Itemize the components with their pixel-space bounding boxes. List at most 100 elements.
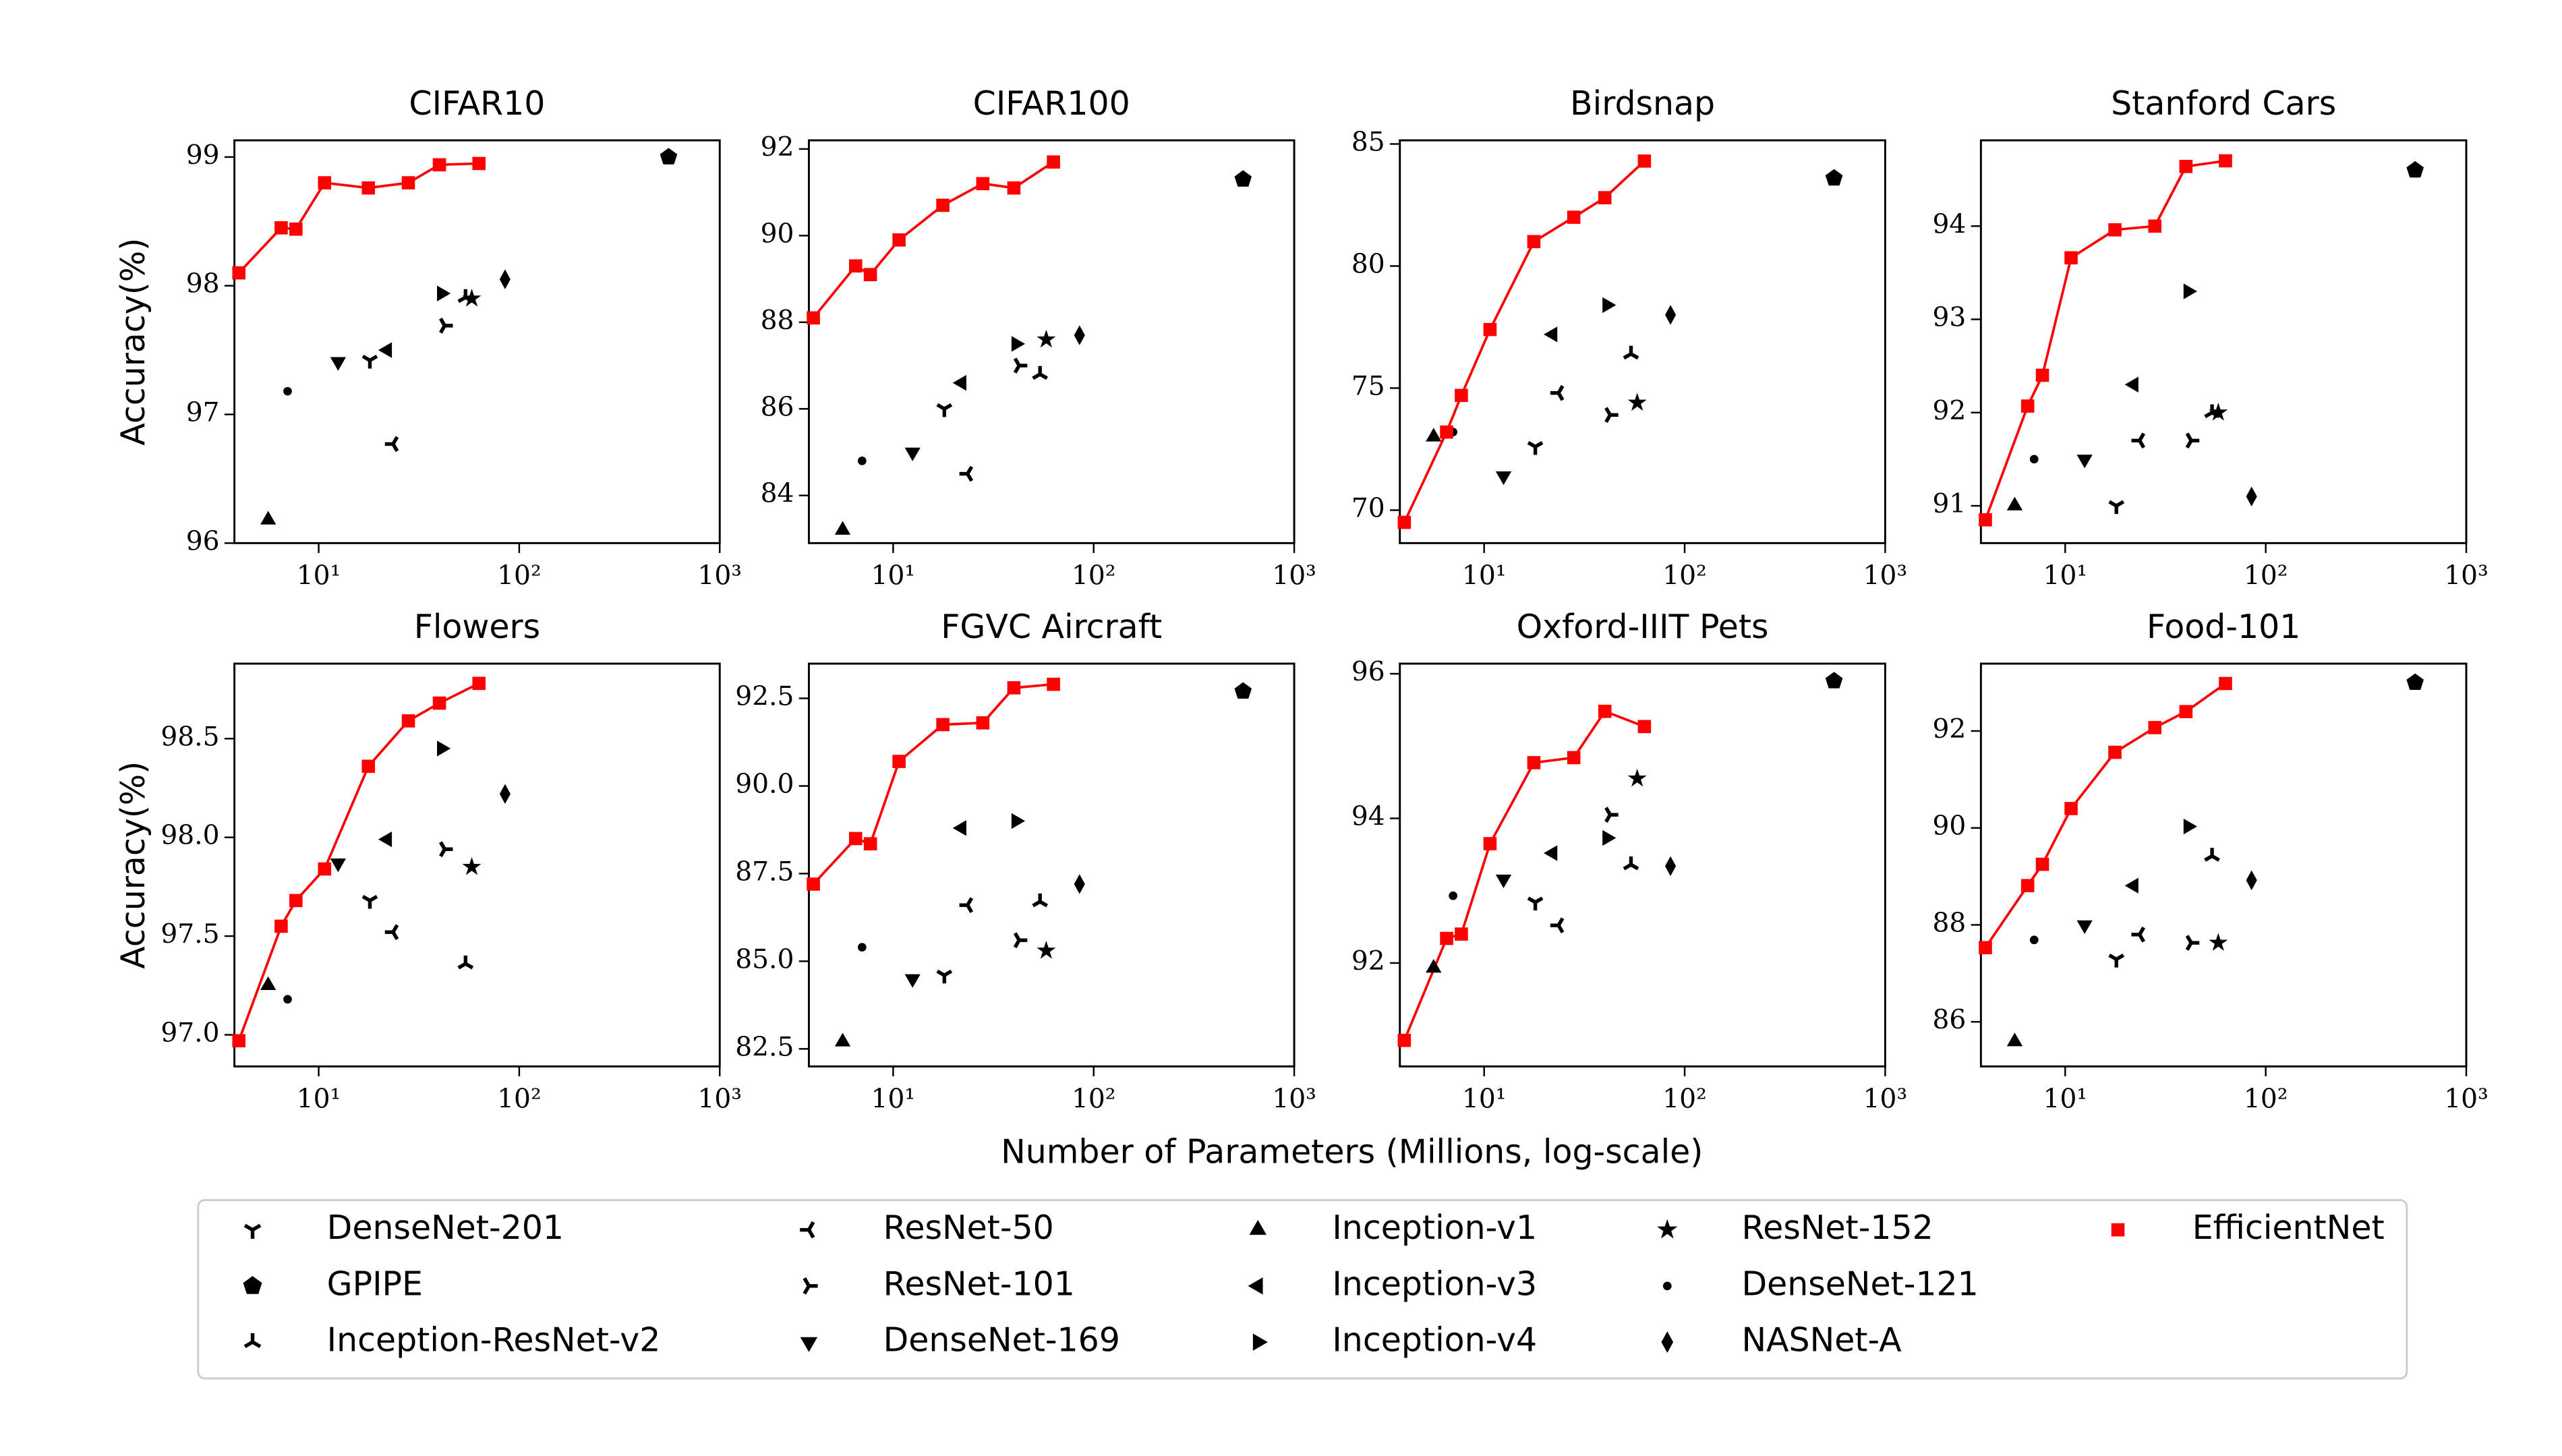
panel-title: CIFAR100	[973, 84, 1130, 123]
legend-label: Inception-v1	[1332, 1209, 1537, 1247]
axes-frame	[1399, 662, 1886, 1068]
marker-square	[1007, 681, 1021, 695]
marker-triangle	[904, 447, 921, 461]
marker-tri	[803, 1277, 818, 1295]
y-tick-label: 96	[1351, 657, 1385, 687]
marker-star	[2209, 933, 2228, 951]
x-tick-label: 10¹	[871, 561, 916, 591]
marker-square	[1483, 322, 1497, 337]
legend-label: EfficientNet	[2192, 1209, 2385, 1247]
y-tick-label: 84	[761, 479, 794, 509]
marker-triangle	[1248, 1277, 1263, 1295]
marker-square	[848, 832, 863, 846]
x-tick-label: 10²	[2244, 561, 2288, 591]
y-tick-label: 92	[1933, 714, 1967, 745]
y-tick-label: 92	[761, 132, 794, 163]
marker-square	[318, 176, 332, 190]
marker-tri	[2185, 432, 2200, 449]
x-tick-label: 10²	[1072, 561, 1116, 591]
marker-tri	[243, 1333, 262, 1349]
marker-pentagon	[243, 1276, 262, 1294]
marker-square	[2020, 879, 2035, 893]
marker-triangle	[1011, 813, 1026, 829]
marker-square	[863, 268, 877, 281]
marker-diamond	[499, 269, 511, 289]
marker-pentagon	[1234, 170, 1252, 187]
marker-tri	[936, 403, 953, 417]
y-tick-label: 82.5	[735, 1032, 794, 1062]
marker-square	[1527, 756, 1541, 769]
marker-dot	[2029, 455, 2039, 464]
marker-square	[1567, 751, 1581, 765]
x-tick-label: 10³	[1863, 1084, 1908, 1115]
marker-square	[892, 755, 906, 768]
marker-triangle	[1544, 326, 1558, 343]
x-tick-label: 10³	[697, 561, 742, 591]
marker-square	[2111, 1223, 2125, 1237]
marker-pentagon	[1825, 672, 1843, 689]
marker-diamond	[1074, 874, 1085, 894]
marker-dot	[283, 386, 292, 396]
marker-square	[1440, 931, 1453, 945]
y-tick-label: 85.0	[735, 944, 794, 974]
y-tick-label: 90	[1933, 811, 1967, 842]
y-tick-label: 80	[1351, 249, 1385, 279]
marker-square	[2064, 802, 2078, 815]
marker-tri	[2185, 935, 2200, 951]
panel-title: Stanford Cars	[2111, 84, 2336, 123]
marker-tri	[959, 897, 974, 914]
marker-square	[274, 221, 288, 235]
marker-tri	[1032, 893, 1048, 908]
marker-diamond	[499, 784, 511, 804]
y-tick-label: 97.0	[161, 1018, 219, 1048]
marker-square	[2035, 368, 2049, 382]
marker-tri	[2108, 500, 2125, 515]
panel: Stanford Cars 10¹ 10² 10³ 91 92 93 94	[1933, 84, 2488, 591]
marker-triangle	[2183, 818, 2198, 835]
marker-tri	[1623, 856, 1639, 871]
marker-tri	[2131, 432, 2146, 449]
y-tick-label: 87.5	[735, 856, 794, 887]
marker-triangle	[437, 740, 451, 757]
marker-triangle	[2124, 877, 2138, 894]
marker-square	[1598, 191, 1612, 204]
marker-square	[807, 877, 820, 891]
marker-tri	[1527, 440, 1544, 455]
marker-triangle	[1495, 471, 1512, 486]
marker-square	[361, 759, 376, 774]
marker-triangle	[834, 1032, 851, 1047]
y-tick-label: 86	[761, 392, 794, 422]
marker-square	[289, 894, 303, 908]
marker-square	[936, 198, 950, 212]
marker-square	[1397, 1033, 1411, 1047]
marker-square	[1047, 677, 1060, 691]
axes-frame	[1979, 139, 2468, 544]
y-tick-label: 90	[761, 219, 794, 249]
marker-square	[848, 259, 863, 273]
marker-square	[401, 176, 415, 190]
panel-title: FGVC Aircraft	[941, 608, 1162, 646]
panel: Food-101 10¹ 10² 10³ 86 88 90 92	[1933, 608, 2488, 1115]
x-tick-label: 10²	[2244, 1084, 2288, 1115]
x-tick-label: 10³	[2444, 1084, 2488, 1115]
y-tick-label: 90.0	[735, 769, 794, 799]
marker-square	[2064, 251, 2078, 265]
marker-star	[1627, 768, 1647, 787]
panel: Birdsnap 10¹ 10² 10³ 70 75 80 85	[1351, 84, 1907, 591]
marker-square	[1455, 927, 1468, 941]
marker-star	[2209, 403, 2228, 421]
marker-square	[274, 919, 288, 933]
marker-tri	[439, 841, 453, 858]
y-axis-label: Accuracy(%)	[114, 761, 152, 969]
marker-tri	[384, 436, 399, 453]
marker-diamond	[2246, 870, 2257, 890]
marker-tri	[936, 969, 953, 984]
marker-tri	[959, 465, 974, 482]
legend-box	[197, 1199, 2408, 1380]
marker-star	[1627, 392, 1647, 411]
marker-square	[361, 181, 376, 195]
marker-triangle	[800, 1337, 818, 1352]
x-tick-label: 10¹	[297, 1084, 341, 1115]
marker-star	[462, 856, 482, 875]
